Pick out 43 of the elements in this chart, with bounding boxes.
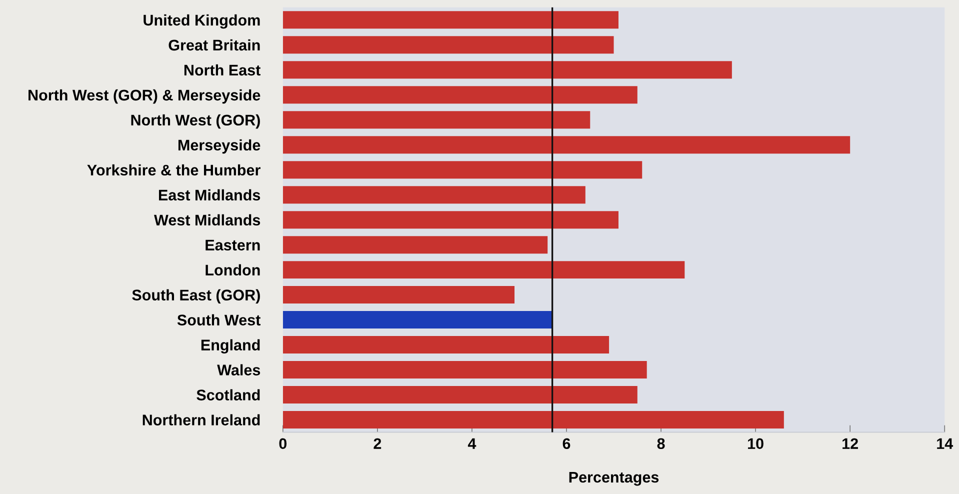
x-tick-label: 14	[937, 438, 954, 449]
y-tick-label: North West (GOR) & Merseyside	[28, 89, 260, 104]
x-tick-label: 12	[842, 438, 858, 449]
bar	[282, 11, 618, 29]
y-tick-label: Northern Ireland	[142, 414, 260, 426]
bar	[282, 286, 515, 304]
bar	[282, 161, 642, 179]
bar	[282, 236, 548, 254]
y-tick-label: Yorkshire & the Humber	[87, 164, 260, 176]
x-axis-title: Percentages	[569, 472, 659, 486]
x-tick-label: 0	[279, 438, 287, 450]
bar	[282, 86, 638, 104]
bar	[282, 336, 610, 354]
bar	[282, 61, 732, 79]
y-tick-label: South East (GOR)	[132, 289, 260, 304]
bar	[282, 261, 685, 279]
bar	[282, 386, 638, 404]
y-tick-label: Merseyside	[178, 139, 260, 154]
y-tick-label: West Midlands	[154, 214, 260, 226]
bar	[282, 186, 586, 204]
y-tick-label: North East	[184, 64, 260, 76]
x-tick-label: 8	[657, 438, 665, 450]
y-tick-label: United Kingdom	[144, 14, 260, 29]
y-tick-label: North West (GOR)	[131, 114, 260, 129]
bar	[282, 36, 614, 54]
bar	[282, 311, 552, 329]
bar	[282, 361, 647, 379]
x-tick-label: 6	[562, 438, 570, 450]
y-tick-label: South West	[177, 314, 260, 326]
x-tick-label: 2	[374, 438, 382, 449]
bar	[282, 211, 618, 229]
y-tick-label: Wales	[217, 364, 260, 376]
y-tick-label: Scotland	[196, 389, 260, 400]
bar	[282, 111, 590, 129]
x-tick-label: 4	[468, 438, 476, 449]
y-tick-label: London	[206, 264, 260, 276]
y-tick-label: East Midlands	[158, 189, 260, 201]
bar	[282, 136, 850, 154]
y-tick-label: Eastern	[206, 240, 260, 251]
bar	[282, 411, 784, 428]
y-tick-label: England	[201, 339, 260, 354]
y-tick-label: Great Britain	[168, 39, 260, 51]
x-tick-label: 10	[748, 438, 764, 450]
